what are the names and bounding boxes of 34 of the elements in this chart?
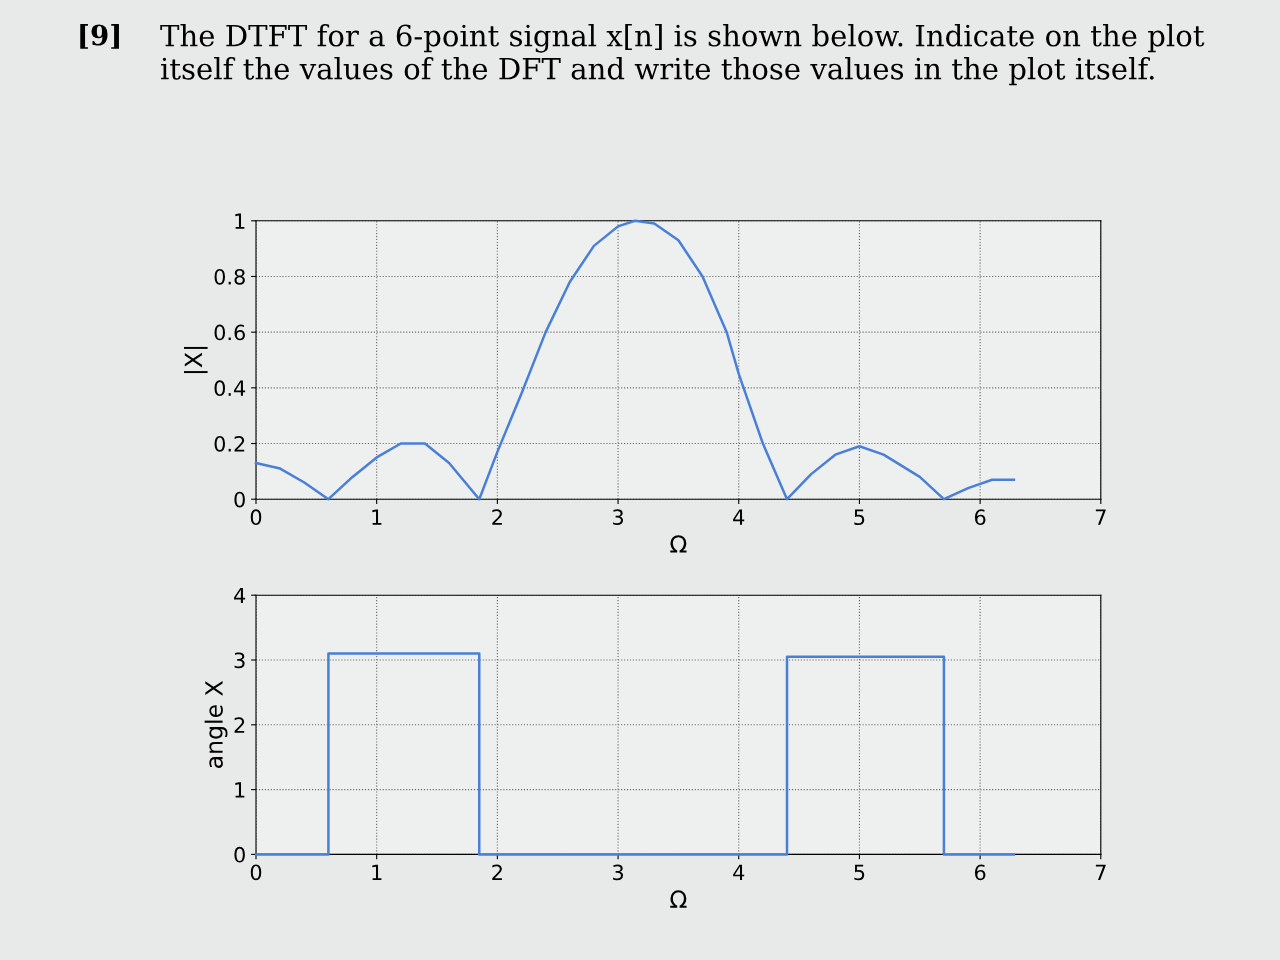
line-series <box>254 219 1016 501</box>
x-tick-label: 0 <box>250 509 262 526</box>
x-tick-label: 4 <box>733 864 745 880</box>
y-tick-label: 0.4 <box>214 380 246 397</box>
x-tick-label: 5 <box>854 509 865 526</box>
x-axis-title: Ω <box>670 890 687 908</box>
y-tick-label: 2 <box>234 717 245 733</box>
y-axis-title: |X| <box>183 346 208 374</box>
x-tick-label: 5 <box>854 864 865 881</box>
x-tick-label: 2 <box>492 509 502 525</box>
y-tick-label: 0.2 <box>214 435 245 452</box>
y-tick-label: 0.6 <box>214 324 245 341</box>
x-tick-label: 1 <box>372 864 382 880</box>
x-tick-label: 0 <box>250 864 262 881</box>
x-tick-label: 3 <box>613 864 624 881</box>
x-tick-label: 3 <box>613 509 624 526</box>
y-tick-label: 1 <box>235 782 245 798</box>
x-tick-label: 4 <box>733 509 745 525</box>
y-tick-label: 0 <box>234 491 245 508</box>
chart-title: The DTFT for a 6-point signal x[n] is shown below. Indicate on the plot itself the values of the DFT and write those values in the plot itself. <box>160 24 1205 86</box>
x-tick-label: 6 <box>974 509 986 526</box>
x-tick-label: 7 <box>1095 509 1106 525</box>
y-tick-label: 3 <box>234 652 245 669</box>
x-tick-label: 7 <box>1095 864 1106 880</box>
x-axis-title: Ω <box>670 535 687 553</box>
y-tick-label: 1 <box>235 213 245 229</box>
y-axis-title: angle X <box>204 680 228 768</box>
x-tick-label: 1 <box>372 509 382 525</box>
x-tick-label: 2 <box>492 864 502 880</box>
text: [9] <box>80 24 119 49</box>
x-tick-label: 6 <box>974 864 986 881</box>
y-tick-label: 0 <box>234 846 245 863</box>
y-tick-label: 0.8 <box>214 268 245 285</box>
y-tick-label: 4 <box>234 587 246 604</box>
